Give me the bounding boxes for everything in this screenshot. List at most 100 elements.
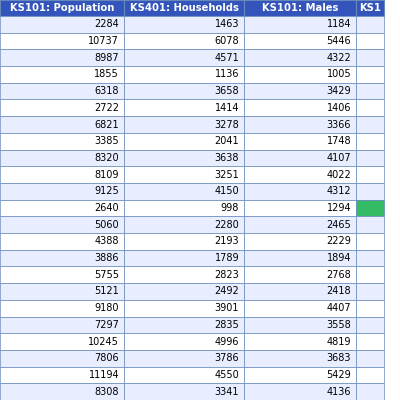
Bar <box>0 333 124 350</box>
Bar <box>124 383 244 400</box>
Text: 8987: 8987 <box>94 53 119 63</box>
Text: 4312: 4312 <box>326 186 351 196</box>
Bar <box>356 367 384 383</box>
Bar <box>124 233 244 250</box>
Text: 3251: 3251 <box>214 170 239 180</box>
Bar <box>356 16 384 33</box>
Text: 7806: 7806 <box>94 353 119 363</box>
Text: 3886: 3886 <box>95 253 119 263</box>
Text: 9125: 9125 <box>94 186 119 196</box>
Bar <box>124 100 244 116</box>
Bar <box>0 200 124 216</box>
Bar <box>244 49 356 66</box>
Text: 2193: 2193 <box>214 236 239 246</box>
Text: 1136: 1136 <box>215 70 239 80</box>
Text: 8308: 8308 <box>95 387 119 397</box>
Bar <box>0 250 124 266</box>
Text: 9180: 9180 <box>95 303 119 313</box>
Bar <box>244 316 356 333</box>
Bar <box>356 333 384 350</box>
Text: 4150: 4150 <box>214 186 239 196</box>
Bar <box>0 33 124 49</box>
Text: 5446: 5446 <box>326 36 351 46</box>
Text: 1789: 1789 <box>214 253 239 263</box>
Text: 4322: 4322 <box>326 53 351 63</box>
Text: 5429: 5429 <box>326 370 351 380</box>
Bar <box>356 350 384 367</box>
Text: 8109: 8109 <box>95 170 119 180</box>
Bar <box>124 33 244 49</box>
Bar <box>124 133 244 150</box>
Text: 2229: 2229 <box>326 236 351 246</box>
Bar <box>356 250 384 266</box>
Bar <box>244 266 356 283</box>
Text: 4996: 4996 <box>215 336 239 346</box>
Bar <box>244 250 356 266</box>
Text: 5060: 5060 <box>94 220 119 230</box>
Text: 11194: 11194 <box>88 370 119 380</box>
Bar <box>124 216 244 233</box>
Text: 4107: 4107 <box>326 153 351 163</box>
Bar <box>124 300 244 316</box>
Text: 3366: 3366 <box>327 120 351 130</box>
Text: 3901: 3901 <box>215 303 239 313</box>
Bar <box>356 100 384 116</box>
Text: 4407: 4407 <box>326 303 351 313</box>
Text: 2465: 2465 <box>326 220 351 230</box>
Bar <box>356 33 384 49</box>
Text: 4388: 4388 <box>95 236 119 246</box>
Bar <box>0 216 124 233</box>
Text: 6821: 6821 <box>94 120 119 130</box>
Text: 1748: 1748 <box>326 136 351 146</box>
Text: 5121: 5121 <box>94 286 119 296</box>
Text: 7297: 7297 <box>94 320 119 330</box>
Text: 4550: 4550 <box>214 370 239 380</box>
Text: 2041: 2041 <box>214 136 239 146</box>
Bar <box>0 83 124 100</box>
Bar <box>356 383 384 400</box>
Text: KS401: Households: KS401: Households <box>130 3 238 13</box>
Bar <box>0 49 124 66</box>
Bar <box>0 350 124 367</box>
Text: 3683: 3683 <box>327 353 351 363</box>
Bar <box>124 0 244 16</box>
Text: 1894: 1894 <box>327 253 351 263</box>
Bar <box>0 0 124 16</box>
Text: 6318: 6318 <box>95 86 119 96</box>
Bar <box>244 367 356 383</box>
Text: 2492: 2492 <box>214 286 239 296</box>
Bar <box>244 66 356 83</box>
Bar <box>244 0 356 16</box>
Bar <box>0 233 124 250</box>
Text: 1184: 1184 <box>327 19 351 29</box>
Bar <box>244 16 356 33</box>
Bar <box>124 166 244 183</box>
Bar <box>124 66 244 83</box>
Text: 2823: 2823 <box>214 270 239 280</box>
Bar <box>244 216 356 233</box>
Text: 4571: 4571 <box>214 53 239 63</box>
Bar <box>124 266 244 283</box>
Text: 4022: 4022 <box>326 170 351 180</box>
Bar <box>0 183 124 200</box>
Bar <box>124 83 244 100</box>
Text: 2284: 2284 <box>94 19 119 29</box>
Text: 4136: 4136 <box>327 387 351 397</box>
Text: 1855: 1855 <box>94 70 119 80</box>
Text: 10737: 10737 <box>88 36 119 46</box>
Bar <box>356 233 384 250</box>
Bar <box>124 183 244 200</box>
Text: 998: 998 <box>221 203 239 213</box>
Bar <box>356 183 384 200</box>
Text: KS101: Males: KS101: Males <box>262 3 338 13</box>
Bar <box>244 350 356 367</box>
Bar <box>244 116 356 133</box>
Bar <box>0 316 124 333</box>
Bar <box>124 250 244 266</box>
Bar <box>244 200 356 216</box>
Bar <box>0 100 124 116</box>
Text: 10245: 10245 <box>88 336 119 346</box>
Text: 2640: 2640 <box>94 203 119 213</box>
Text: 5755: 5755 <box>94 270 119 280</box>
Text: 3278: 3278 <box>214 120 239 130</box>
